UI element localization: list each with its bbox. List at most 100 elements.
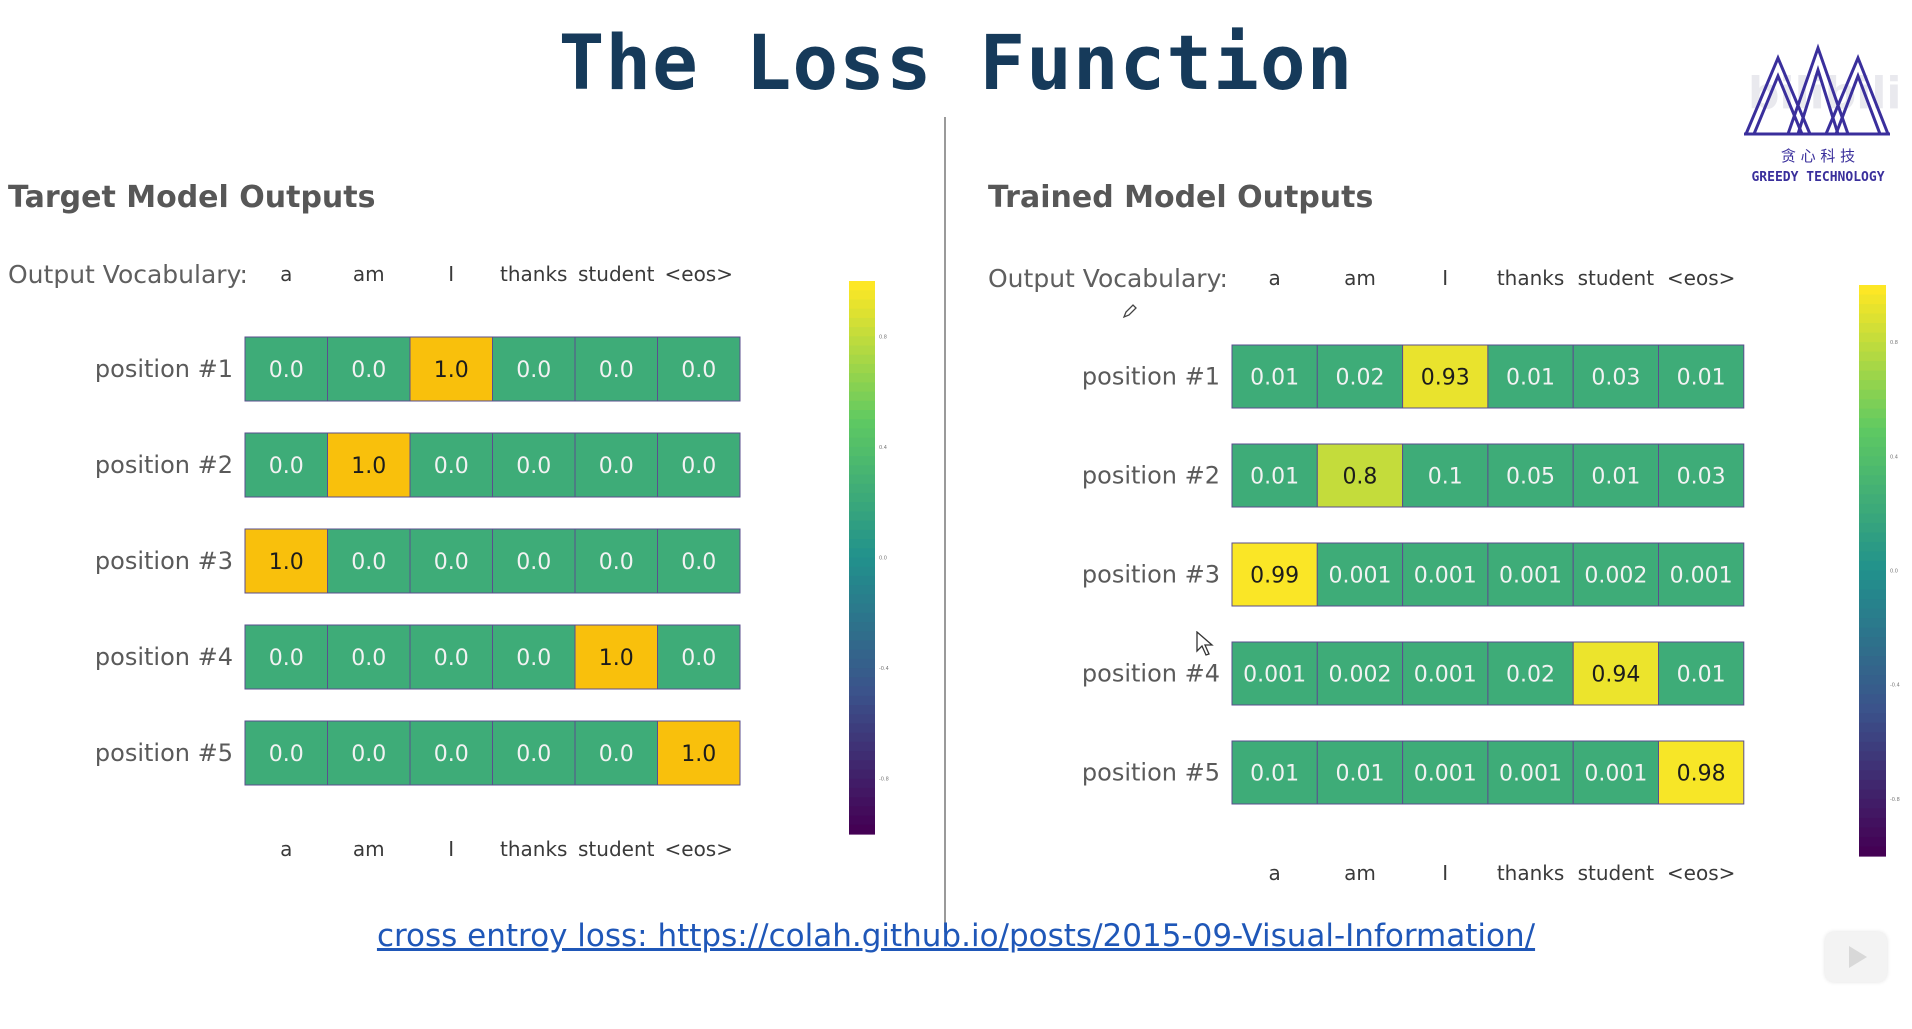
colorbar-segment <box>1859 732 1886 743</box>
column-label-bottom: thanks <box>1497 861 1564 885</box>
heatmap-cell <box>574 432 658 498</box>
heatmap-cell <box>1572 740 1659 805</box>
heatmap-cell <box>492 528 576 594</box>
column-label-bottom: I <box>1442 861 1448 885</box>
heatmap-cell-value: 0.0 <box>351 358 386 383</box>
heatmap-cell <box>244 336 328 402</box>
column-label-top: am <box>353 262 385 286</box>
column-label-bottom: a <box>1269 861 1281 885</box>
colorbar-segment <box>849 299 875 310</box>
heatmap-cell-value: 1.0 <box>351 454 386 479</box>
colorbar-tick-label: 0.8 <box>1890 340 1898 346</box>
heatmap-cell-value: 0.02 <box>1335 366 1384 391</box>
heatmap-cell-value: 0.0 <box>269 358 304 383</box>
heatmap-cell <box>1572 641 1659 706</box>
colorbar-segment <box>1859 665 1886 676</box>
colorbar-segment <box>1859 323 1886 334</box>
colorbar-segment <box>849 658 875 669</box>
heatmap-cell-value: 0.001 <box>1414 663 1477 688</box>
row-label: position #4 <box>95 643 233 671</box>
heatmap-cell-value: 0.002 <box>1328 663 1391 688</box>
colorbar-segment <box>849 704 875 715</box>
colorbar-segment <box>1859 294 1886 305</box>
colorbar-segment <box>1859 637 1886 648</box>
heatmap-cell-value: 0.94 <box>1591 663 1640 688</box>
colorbar-segment <box>1859 332 1886 343</box>
heatmap-cell <box>1231 641 1318 706</box>
heatmap-cell <box>1402 344 1489 409</box>
colorbar-tick-label: 0.4 <box>1890 454 1898 460</box>
colorbar-segment <box>1859 770 1886 781</box>
heatmap-cell <box>409 528 493 594</box>
heatmap-cell <box>327 336 411 402</box>
heatmap-cell <box>574 624 658 690</box>
heatmap-cell <box>1658 641 1745 706</box>
colorbar-segment <box>1859 846 1886 857</box>
colorbar-segment <box>849 363 875 374</box>
column-label-bottom: a <box>280 837 292 861</box>
heatmap-cell-value: 0.001 <box>1414 564 1477 589</box>
column-label-top: a <box>1269 266 1281 290</box>
heatmap-cell <box>574 336 658 402</box>
heatmap-cell <box>1316 443 1404 508</box>
column-label-bottom: student <box>578 837 655 861</box>
heatmap-cell-value: 0.0 <box>599 742 634 767</box>
colorbar-segment <box>849 815 875 826</box>
heatmap-cell <box>657 720 741 786</box>
row-label: position #5 <box>1082 759 1220 787</box>
heatmap-cell <box>244 528 328 594</box>
colorbar-segment <box>849 336 875 347</box>
colorbar-segment <box>849 492 875 503</box>
colorbar-segment <box>1859 798 1886 810</box>
row-label: position #1 <box>1082 363 1220 391</box>
colorbar-tick-label: -0.4 <box>879 666 889 672</box>
colorbar-segment <box>849 575 875 586</box>
column-label-bottom: <eos> <box>1667 861 1735 885</box>
heatmap-cell-value: 0.0 <box>269 454 304 479</box>
row-label: position #3 <box>95 547 233 575</box>
colorbar-tick-label: 0.0 <box>1890 569 1898 575</box>
colorbar-segment <box>1859 836 1886 848</box>
heatmap-cell-value: 0.001 <box>1670 564 1733 589</box>
row-label: position #2 <box>95 451 233 479</box>
heatmap-cell <box>574 528 658 594</box>
colorbar-segment <box>849 797 875 807</box>
colorbar-segment <box>849 382 875 393</box>
colorbar-segment <box>1859 427 1886 438</box>
colorbar-segment <box>849 649 875 660</box>
heatmap-cell <box>409 336 493 402</box>
colorbar-segment <box>1859 351 1886 362</box>
colorbar-segment <box>849 391 875 402</box>
colorbar-segment <box>849 695 875 706</box>
colorbar-segment <box>1859 675 1886 686</box>
colorbar-segment <box>849 585 875 595</box>
colorbar-segment <box>1859 370 1886 381</box>
heatmap-cell <box>1402 641 1489 706</box>
heatmap-cell-value: 0.0 <box>351 742 386 767</box>
heatmap-cell-value: 1.0 <box>269 550 304 575</box>
heatmap-cell <box>657 432 741 498</box>
colorbar-segment <box>849 612 875 623</box>
column-label-top: <eos> <box>665 262 733 286</box>
column-label-top: I <box>448 262 454 286</box>
colorbar-segment <box>1859 475 1886 486</box>
colorbar-segment <box>1859 608 1886 619</box>
colorbar-segment <box>1859 342 1886 353</box>
row-label: position #4 <box>1082 660 1220 688</box>
column-label-bottom: am <box>353 837 385 861</box>
heatmap-cell-value: 0.1 <box>1428 465 1463 490</box>
cross-entropy-link[interactable]: cross entroy loss: https://colah.github.… <box>376 918 1536 954</box>
heatmap-cell-value: 0.0 <box>269 742 304 767</box>
colorbar-segment <box>849 437 875 448</box>
column-label-top: a <box>280 262 292 286</box>
heatmap-cell-value: 0.03 <box>1677 465 1726 490</box>
heatmap-cell-value: 0.01 <box>1250 762 1299 787</box>
play-button[interactable] <box>1825 932 1887 982</box>
heatmap-cell <box>1231 542 1318 607</box>
trained-panel-title: Trained Model Outputs <box>988 180 1374 215</box>
colorbar-segment <box>849 732 875 743</box>
heatmap-cell-value: 0.01 <box>1677 663 1726 688</box>
colorbar-segment <box>1859 627 1886 638</box>
colorbar-segment <box>1859 808 1886 819</box>
